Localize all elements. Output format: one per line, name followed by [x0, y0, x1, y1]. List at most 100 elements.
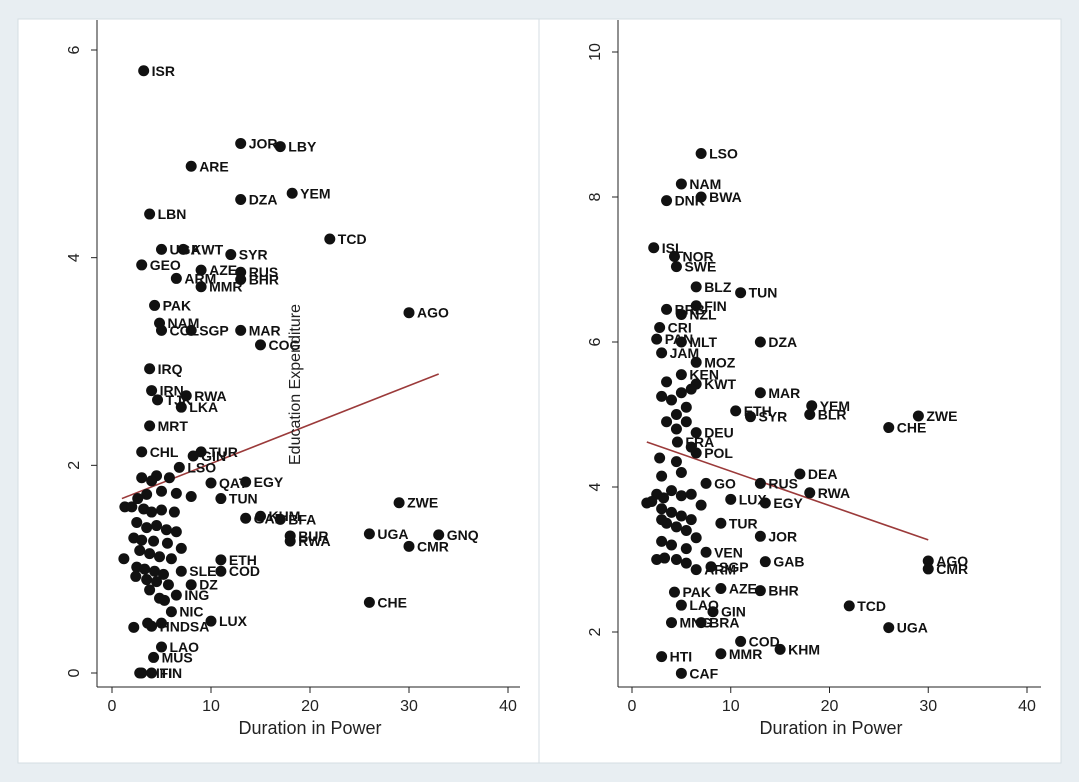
point-label: KHM [269, 508, 301, 524]
data-point [680, 416, 692, 428]
point-label: EGY [254, 474, 284, 490]
x-tick-label: 10 [202, 698, 220, 715]
x-tick-label: 40 [1018, 698, 1036, 715]
y-tick-label: 4 [66, 253, 83, 262]
data-point [656, 470, 668, 482]
data-point [118, 553, 130, 565]
overlay-vertical-label: Education Expenditure [287, 304, 304, 465]
left-x-axis-title: Duration in Power [238, 718, 381, 738]
data-point [690, 281, 702, 293]
point-label: BRA [709, 615, 739, 631]
data-point [707, 606, 719, 618]
data-point [162, 579, 174, 591]
point-label: KWT [704, 376, 736, 392]
data-point [666, 394, 677, 406]
data-point [433, 529, 445, 541]
data-point [675, 667, 687, 679]
data-point [690, 532, 702, 544]
data-point [175, 542, 187, 554]
point-label: TJK [166, 392, 192, 408]
data-point [685, 383, 697, 395]
point-label: LBN [158, 206, 187, 222]
data-point [403, 540, 415, 552]
point-label: RUS [768, 475, 798, 491]
data-point [690, 564, 702, 576]
data-point [843, 600, 855, 612]
point-label: YEM [300, 185, 330, 201]
point-label: EGY [773, 495, 803, 511]
data-point [215, 554, 227, 566]
point-label: UGA [170, 241, 201, 257]
point-label: IRN [160, 383, 184, 399]
data-point [160, 524, 172, 536]
point-label: ETH [229, 552, 257, 568]
data-point [185, 324, 197, 336]
data-point [690, 427, 702, 439]
data-point [146, 506, 158, 518]
point-label: SLE [189, 563, 216, 579]
point-label: ARM [184, 270, 216, 286]
data-point [730, 405, 742, 417]
data-point [659, 552, 671, 564]
x-tick-label: 30 [400, 698, 418, 715]
point-label: GIN [201, 448, 226, 464]
point-label: LSO [709, 146, 738, 162]
point-label: DZ [199, 577, 218, 593]
data-point [185, 160, 197, 172]
data-point [705, 561, 717, 573]
data-point [774, 643, 786, 655]
data-point [363, 528, 375, 540]
data-point [235, 324, 247, 336]
data-point [235, 194, 247, 206]
data-point [646, 496, 658, 507]
data-point [690, 356, 702, 368]
data-point [139, 563, 151, 575]
data-point [170, 487, 182, 499]
data-point [745, 411, 756, 423]
point-label: DEU [704, 425, 734, 441]
data-point [284, 535, 296, 547]
data-point [666, 539, 677, 551]
data-point [138, 65, 150, 77]
data-point [670, 409, 682, 420]
point-label: JOR [768, 528, 797, 544]
point-label: MAR [768, 385, 800, 401]
data-point [912, 410, 924, 422]
point-label: SYR [239, 247, 268, 263]
y-tick-label: 10 [587, 43, 604, 61]
point-label: COD [229, 563, 260, 579]
data-point [173, 461, 185, 473]
data-point [144, 584, 156, 596]
data-point [170, 272, 182, 284]
point-label: COD [749, 633, 780, 649]
point-label: AZE [209, 262, 237, 278]
point-label: RWA [194, 388, 226, 404]
data-point [157, 568, 169, 580]
data-point [152, 394, 164, 406]
data-point [690, 300, 702, 312]
data-point [675, 490, 687, 502]
data-point [126, 501, 138, 513]
data-point [759, 497, 771, 509]
point-label: CMR [936, 561, 968, 577]
data-point [695, 617, 707, 629]
data-point [883, 422, 895, 434]
point-label: POL [704, 445, 733, 461]
data-point [754, 336, 766, 348]
data-point [675, 308, 687, 320]
data-point [806, 400, 818, 412]
data-point [695, 499, 707, 511]
data-point [187, 450, 199, 462]
data-point [274, 141, 286, 153]
data-point [680, 401, 692, 413]
data-point [134, 667, 146, 679]
data-point [675, 336, 687, 348]
data-point [675, 387, 687, 399]
data-point [156, 243, 167, 255]
point-label: BUR [298, 528, 328, 544]
data-point [685, 441, 697, 453]
point-label: LUX [739, 491, 768, 507]
point-label: VEN [714, 544, 743, 560]
data-point [670, 456, 682, 468]
